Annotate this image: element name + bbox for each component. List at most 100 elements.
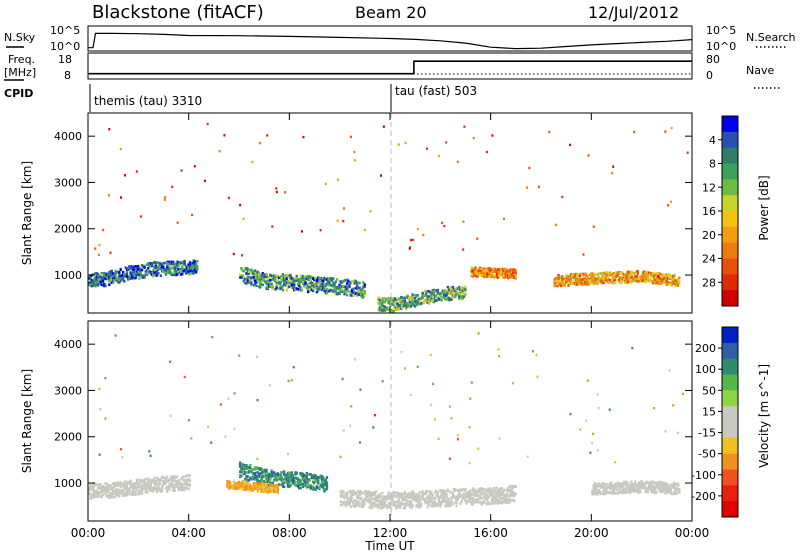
scatter-cell	[392, 299, 395, 303]
scatter-cell	[564, 274, 568, 278]
scatter-cell	[480, 497, 483, 500]
scatter-cell	[491, 492, 495, 495]
scatter-cell	[369, 495, 373, 498]
scatter-cell	[327, 278, 330, 282]
scatter-cell	[668, 276, 671, 280]
scatter-cell	[285, 478, 288, 481]
frequency-panel: Freq. [MHz] 18 8 80 0 Nave	[4, 52, 780, 89]
scatter-cell	[191, 272, 194, 275]
scatter-cell	[480, 274, 483, 278]
scatter-cell	[582, 273, 585, 277]
scatter-cell	[673, 274, 676, 277]
noise-top-tick-left: 10^5	[50, 24, 80, 37]
scatter-cell	[418, 505, 422, 509]
scatter-cell	[395, 308, 398, 312]
scatter-cell	[378, 298, 381, 302]
scatter-cell	[650, 273, 653, 277]
scatter-cell	[166, 271, 169, 274]
scatter-cell	[644, 278, 647, 281]
scatter-cell	[281, 279, 285, 282]
scatter-cell	[93, 279, 96, 283]
scatter-cell	[267, 488, 271, 492]
scatter-cell	[446, 291, 449, 295]
scatter-cell	[405, 307, 408, 310]
scatter-cell	[178, 481, 181, 484]
scatter-cell	[114, 334, 117, 337]
scatter-cell	[162, 269, 165, 273]
scatter-cell	[313, 281, 316, 284]
scatter-cell	[596, 483, 599, 487]
scatter-cell	[503, 217, 505, 221]
scatter-cell	[239, 484, 242, 488]
scatter-cell	[346, 496, 349, 499]
scatter-cell	[309, 473, 312, 476]
scatter-cell	[172, 483, 175, 487]
scatter-cell	[648, 271, 651, 275]
scatter-cell	[418, 498, 422, 502]
scatter-cell	[105, 274, 108, 278]
scatter-cell	[630, 488, 633, 492]
scatter-cell	[630, 480, 633, 484]
scatter-cell	[255, 467, 258, 471]
colorbar-tick-label: 4	[709, 134, 716, 147]
scatter-cell	[509, 268, 512, 271]
scatter-cell	[135, 486, 139, 489]
cpid-segment-2: tau (fast) 503	[395, 84, 477, 98]
scatter-cell	[100, 495, 103, 498]
scatter-cell	[132, 483, 135, 486]
scatter-cell	[429, 299, 432, 303]
scatter-cell	[612, 279, 615, 282]
scatter-cell	[597, 276, 600, 279]
scatter-cell	[294, 472, 297, 475]
scatter-cell	[421, 296, 424, 300]
scatter-cell	[288, 485, 291, 488]
beam-title: Beam 20	[355, 3, 427, 22]
scatter-cell	[342, 280, 345, 283]
scatter-cell	[157, 261, 160, 265]
scatter-cell	[410, 502, 413, 505]
scatter-cell	[513, 485, 516, 488]
scatter-cell	[284, 276, 287, 280]
scatter-cell	[464, 499, 467, 502]
scatter-cell	[562, 283, 565, 287]
scatter-cell	[359, 290, 363, 294]
scatter-cell	[646, 278, 649, 281]
scatter-cell	[469, 495, 472, 498]
scatter-cell	[470, 502, 473, 506]
scatter-cell	[346, 288, 349, 292]
scatter-cell	[635, 275, 638, 279]
scatter-cell	[157, 485, 160, 489]
scatter-cell	[660, 490, 663, 493]
scatter-cell	[395, 504, 398, 507]
scatter-cell	[356, 281, 359, 284]
scatter-cell	[232, 485, 235, 488]
scatter-cell	[632, 279, 636, 282]
scatter-cell	[621, 488, 624, 492]
scatter-cell	[206, 122, 209, 126]
scatter-cell	[442, 296, 446, 299]
scatter-cell	[266, 279, 269, 282]
scatter-cell	[361, 288, 364, 292]
scatter-cell	[632, 486, 636, 490]
scatter-cell	[393, 494, 397, 498]
scatter-cell	[445, 289, 448, 292]
scatter-cell	[139, 268, 142, 272]
scatter-cell	[411, 299, 414, 302]
scatter-cell	[358, 496, 361, 500]
scatter-cell	[371, 492, 374, 496]
scatter-cell	[143, 264, 146, 268]
scatter-cell	[152, 274, 155, 278]
scatter-cell	[98, 280, 101, 283]
scatter-cell	[322, 485, 325, 489]
scatter-cell	[155, 261, 159, 265]
scatter-cell	[265, 481, 268, 484]
scatter-cell	[664, 276, 667, 280]
scatter-cell	[339, 491, 342, 494]
scatter-cell	[598, 491, 602, 495]
scatter-cell	[166, 262, 169, 265]
scatter-cell	[320, 288, 324, 292]
scatter-cell	[278, 478, 281, 481]
scatter-cell	[275, 475, 278, 479]
scatter-cell	[569, 143, 572, 147]
scatter-cell	[671, 486, 675, 489]
